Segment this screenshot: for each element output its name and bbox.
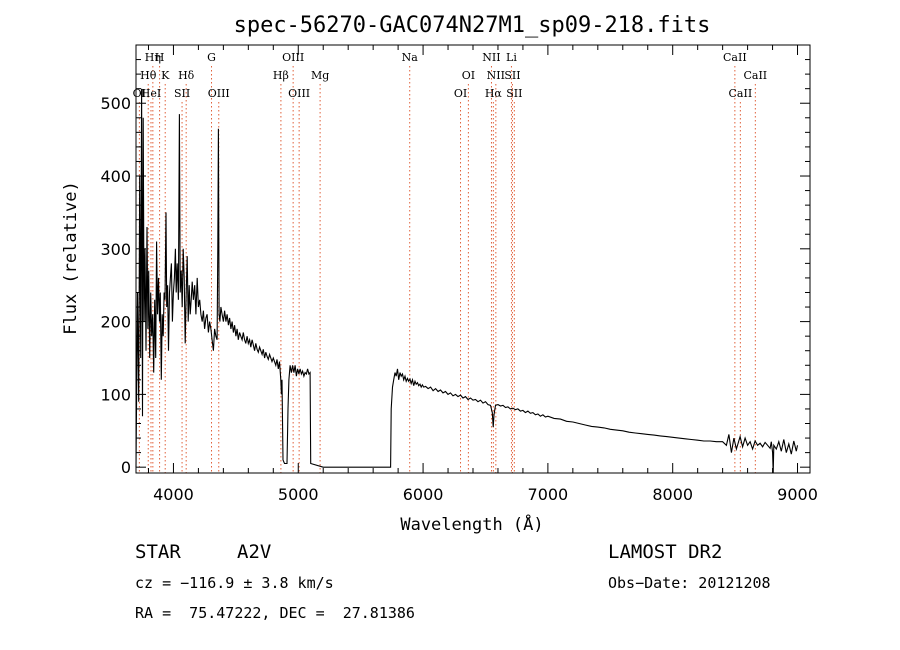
line-marker-label: SII xyxy=(506,87,522,100)
redshift-text: cz = −116.9 ± 3.8 km/s xyxy=(135,574,334,592)
obs-date-text: Obs−Date: 20121208 xyxy=(608,574,771,592)
y-tick-label: 300 xyxy=(100,240,131,259)
line-marker-label: OI xyxy=(454,87,467,100)
line-marker-label: K xyxy=(161,69,170,82)
survey-name: LAMOST DR2 xyxy=(608,541,723,563)
line-marker-label: Hδ xyxy=(178,69,195,82)
line-marker-label: HeI xyxy=(141,87,161,100)
line-marker-label: Na xyxy=(402,51,419,64)
y-axis-ticks: 0 100 200 300 400 500 xyxy=(100,59,810,477)
coordinates-text: RA = 75.47222, DEC = 27.81386 xyxy=(135,604,415,622)
object-type: STAR xyxy=(135,541,181,563)
y-tick-label: 100 xyxy=(100,385,131,404)
line-marker-label: CaII xyxy=(723,51,747,64)
x-tick-label: 5000 xyxy=(278,485,319,504)
y-tick-label: 0 xyxy=(121,458,131,477)
spectral-line-markers xyxy=(138,66,756,473)
line-marker-label: Hα xyxy=(485,87,503,100)
chart-title: spec-56270-GAC074N27M1_sp09-218.fits xyxy=(234,13,711,38)
line-marker-label: CaII xyxy=(743,69,767,82)
x-tick-label: 6000 xyxy=(403,485,444,504)
y-tick-label: 500 xyxy=(100,94,131,113)
object-subclass: A2V xyxy=(237,541,272,563)
spectrum-series-line xyxy=(135,88,799,474)
line-marker-label: SII xyxy=(504,69,520,82)
y-axis-label: Flux (relative) xyxy=(61,181,81,335)
line-marker-label: OIII xyxy=(282,51,304,64)
line-marker-label: SII xyxy=(174,87,190,100)
line-marker-label: NII xyxy=(482,51,500,64)
line-marker-label: NII xyxy=(487,69,505,82)
line-marker-label: OI xyxy=(462,69,475,82)
x-tick-label: 9000 xyxy=(777,485,818,504)
line-marker-label: Hβ xyxy=(273,69,289,82)
x-tick-label: 4000 xyxy=(153,485,194,504)
line-marker-label: G xyxy=(207,51,216,64)
y-tick-label: 400 xyxy=(100,167,131,186)
plot-frame xyxy=(135,44,811,474)
x-tick-label: 7000 xyxy=(528,485,569,504)
line-marker-label: Li xyxy=(506,51,517,64)
y-tick-label: 200 xyxy=(100,313,131,332)
line-marker-label: OIII xyxy=(208,87,230,100)
x-axis-ticks: 4000 5000 6000 7000 8000 9000 xyxy=(147,45,818,504)
x-tick-label: 8000 xyxy=(652,485,693,504)
line-marker-label: Hη xyxy=(145,51,161,64)
x-axis-label: Wavelength (Å) xyxy=(400,513,543,535)
line-marker-label: Mg xyxy=(311,69,329,82)
line-marker-label: CaII xyxy=(729,87,753,100)
line-marker-label: Hθ xyxy=(140,69,157,82)
line-marker-label: OIII xyxy=(288,87,310,100)
line-marker-label: H xyxy=(155,51,165,64)
